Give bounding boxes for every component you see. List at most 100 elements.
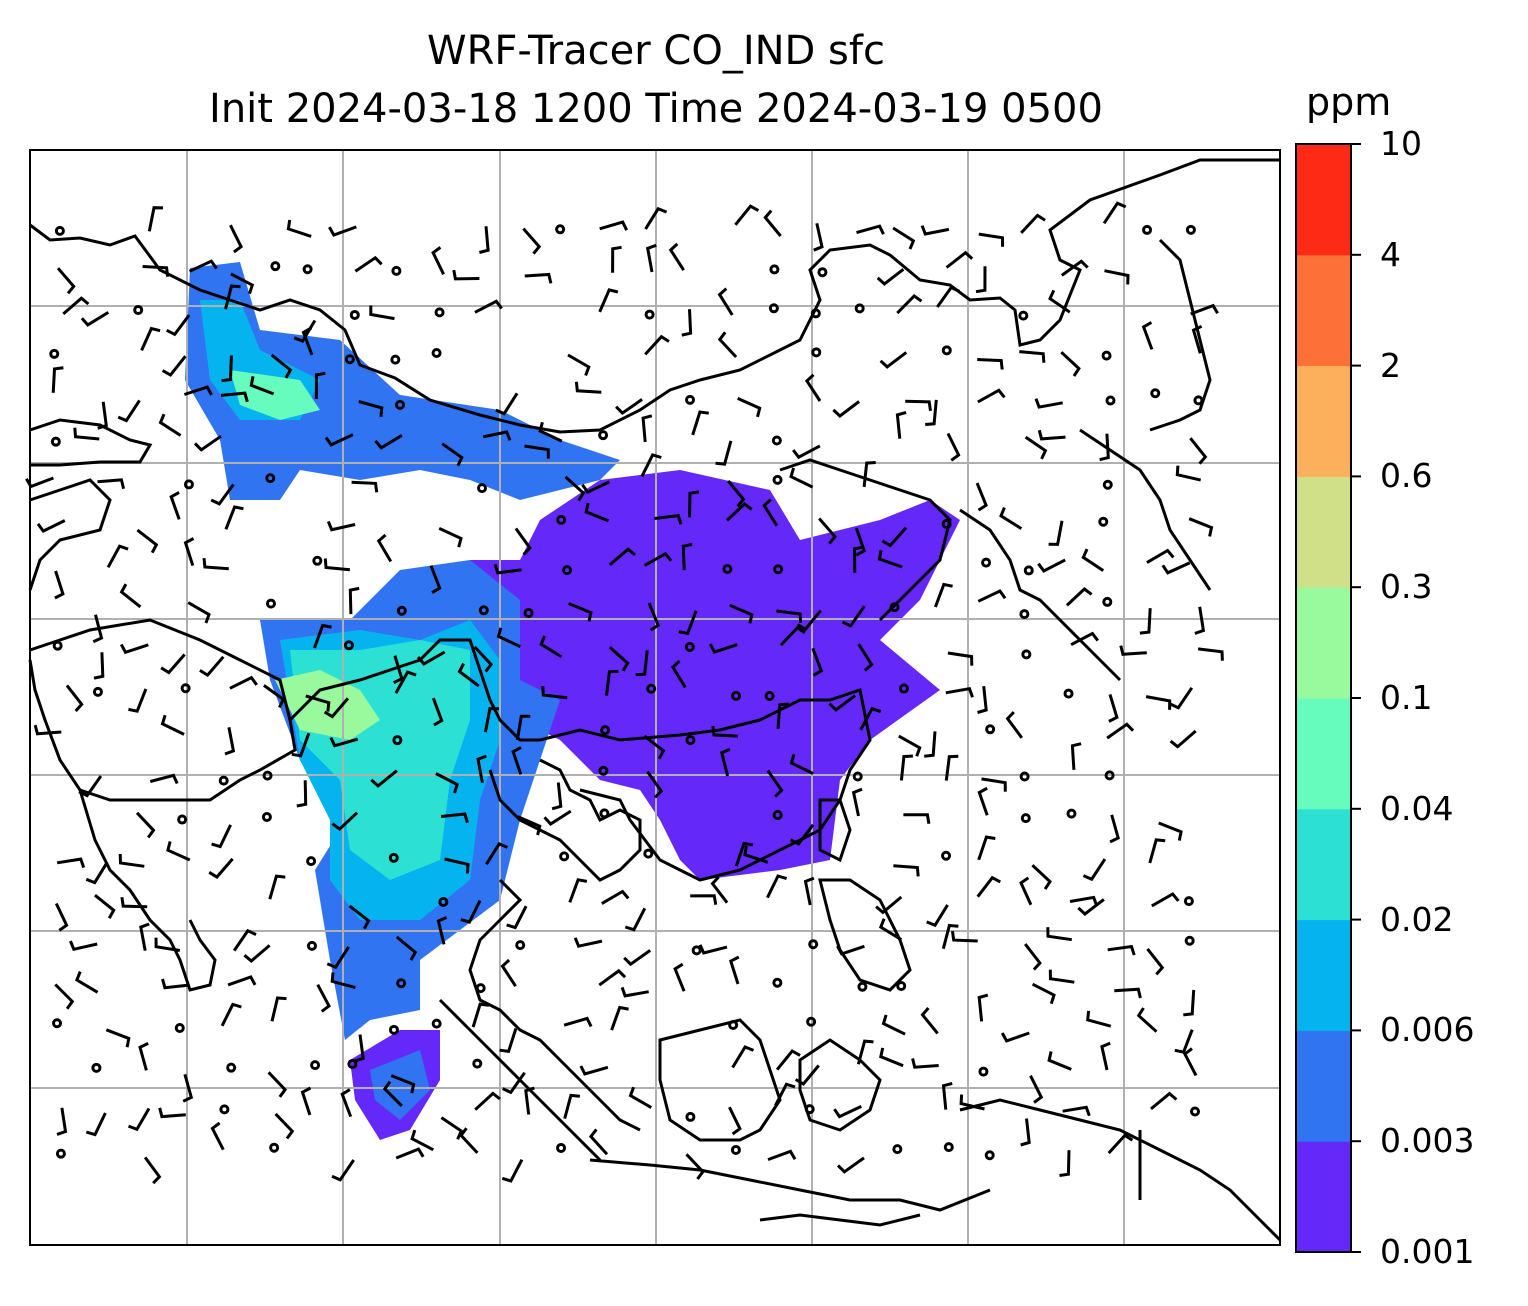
calm-wind-marker bbox=[434, 307, 445, 318]
calm-wind-marker bbox=[771, 435, 782, 446]
wind-barb bbox=[976, 875, 1001, 898]
wind-barb bbox=[382, 1080, 403, 1107]
wind-barb bbox=[588, 1128, 609, 1156]
wind-barb bbox=[314, 371, 326, 399]
colorbar-tick-label: 0.6 bbox=[1380, 456, 1433, 496]
wind-barb bbox=[220, 1002, 242, 1027]
wind-barb bbox=[1194, 606, 1206, 635]
wind-barb bbox=[1069, 895, 1099, 907]
wind-barb bbox=[511, 746, 523, 775]
colorbar-tick-label: 10 bbox=[1380, 124, 1422, 163]
wind-barb bbox=[862, 461, 876, 488]
wind-barb bbox=[499, 1028, 518, 1054]
wind-barb bbox=[1102, 201, 1127, 225]
wind-barb bbox=[106, 544, 129, 569]
calm-wind-marker bbox=[270, 261, 281, 272]
wind-barb bbox=[56, 1107, 68, 1136]
wind-barb bbox=[514, 527, 532, 556]
wind-barb bbox=[668, 242, 685, 272]
calm-wind-marker bbox=[1105, 395, 1116, 406]
calm-wind-marker bbox=[1184, 935, 1195, 946]
wind-barb bbox=[1139, 608, 1152, 635]
colorbar-bin bbox=[1296, 698, 1351, 810]
wind-barb bbox=[685, 1153, 705, 1180]
wind-barb bbox=[199, 655, 225, 678]
wind-barb bbox=[728, 955, 740, 985]
calm-wind-marker bbox=[1104, 770, 1115, 781]
calm-wind-marker bbox=[347, 1058, 358, 1069]
wind-barb bbox=[654, 513, 683, 525]
wind-barb bbox=[515, 714, 531, 741]
calm-wind-marker bbox=[730, 1144, 741, 1155]
wind-barb bbox=[329, 736, 359, 748]
wind-barb bbox=[1197, 647, 1224, 661]
calm-wind-marker bbox=[438, 896, 449, 907]
wind-barb bbox=[340, 1088, 353, 1118]
wind-barb bbox=[85, 861, 109, 885]
wind-barb bbox=[568, 878, 588, 903]
wind-barb bbox=[1065, 587, 1093, 607]
wind-barb bbox=[75, 971, 99, 994]
wind-barb bbox=[394, 670, 417, 694]
wind-barb bbox=[105, 1028, 131, 1048]
wind-barb bbox=[354, 255, 383, 273]
wind-barb bbox=[1114, 987, 1142, 999]
wind-barb bbox=[789, 754, 814, 775]
wind-barb bbox=[154, 937, 181, 952]
wind-barb bbox=[720, 747, 731, 777]
wind-barb bbox=[811, 647, 824, 677]
wind-barb bbox=[1029, 1075, 1044, 1104]
colorbar-bin bbox=[1296, 365, 1351, 477]
wind-barb bbox=[267, 1071, 288, 1098]
wind-barb bbox=[691, 410, 710, 436]
wind-barb bbox=[541, 686, 568, 700]
wind-barb bbox=[149, 773, 179, 785]
calm-wind-marker bbox=[392, 735, 403, 746]
wind-barb bbox=[169, 491, 181, 520]
wind-barb bbox=[1005, 711, 1024, 739]
wind-barb bbox=[139, 922, 150, 951]
calm-wind-marker bbox=[344, 354, 355, 365]
wind-barb bbox=[1031, 864, 1052, 890]
wind-barb bbox=[120, 896, 148, 909]
wind-barb bbox=[270, 353, 293, 379]
wind-barb bbox=[977, 786, 989, 816]
wind-barb bbox=[833, 1105, 862, 1119]
wind-barb bbox=[854, 527, 867, 557]
wind-barb bbox=[698, 944, 728, 955]
wind-barb bbox=[243, 944, 271, 963]
wind-barb bbox=[727, 480, 746, 508]
wind-barb bbox=[501, 1159, 524, 1183]
wind-barb bbox=[187, 601, 211, 624]
wind-barb bbox=[610, 1005, 629, 1031]
wind-barb bbox=[1019, 350, 1046, 363]
calm-wind-marker bbox=[984, 1150, 995, 1161]
colorbar-bin bbox=[1296, 808, 1351, 921]
calm-wind-marker bbox=[854, 303, 865, 314]
wind-barb bbox=[601, 889, 630, 905]
calm-wind-marker bbox=[898, 683, 909, 694]
wind-barb bbox=[1174, 1029, 1194, 1054]
wind-barb bbox=[920, 1007, 939, 1035]
wind-barb bbox=[230, 272, 255, 295]
calm-wind-marker bbox=[773, 564, 784, 575]
wind-barb bbox=[975, 482, 988, 512]
wind-barb bbox=[1048, 969, 1075, 984]
wind-barb bbox=[1082, 858, 1107, 882]
wind-barb bbox=[581, 480, 610, 494]
wind-barb bbox=[924, 731, 937, 758]
wind-barb bbox=[743, 845, 769, 864]
wind-barb bbox=[599, 220, 629, 231]
wind-barb bbox=[1059, 1150, 1071, 1177]
wind-barb bbox=[681, 309, 693, 337]
calm-wind-marker bbox=[857, 981, 868, 992]
wind-barb bbox=[766, 874, 788, 899]
wind-barb bbox=[331, 1159, 355, 1182]
wind-barb bbox=[678, 610, 698, 636]
calm-wind-marker bbox=[1101, 350, 1112, 361]
calm-wind-marker bbox=[310, 1060, 321, 1071]
calm-wind-marker bbox=[985, 724, 996, 735]
colorbar-bin bbox=[1296, 587, 1351, 699]
wind-barb bbox=[611, 245, 622, 273]
calm-wind-marker bbox=[811, 347, 822, 358]
